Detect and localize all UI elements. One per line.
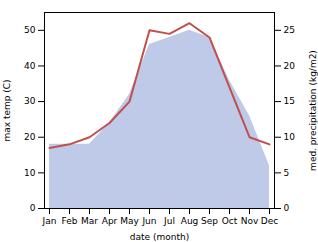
svg-text:40: 40 (24, 61, 36, 71)
svg-text:Aug: Aug (181, 216, 199, 226)
svg-text:Jun: Jun (141, 216, 156, 226)
svg-text:25: 25 (284, 25, 295, 35)
svg-text:20: 20 (284, 61, 296, 71)
svg-text:May: May (120, 216, 139, 226)
svg-text:15: 15 (284, 96, 295, 106)
svg-text:Mar: Mar (81, 216, 98, 226)
svg-text:20: 20 (24, 132, 36, 142)
svg-text:date (month): date (month) (130, 232, 189, 242)
svg-text:Nov: Nov (241, 216, 259, 226)
svg-text:10: 10 (284, 132, 296, 142)
svg-text:10: 10 (24, 168, 36, 178)
svg-text:Jul: Jul (163, 216, 175, 226)
svg-text:Dec: Dec (261, 216, 278, 226)
svg-text:Sep: Sep (201, 216, 218, 226)
svg-text:0: 0 (30, 203, 36, 213)
svg-text:5: 5 (284, 168, 290, 178)
svg-text:50: 50 (24, 25, 36, 35)
svg-text:30: 30 (24, 96, 36, 106)
svg-text:Apr: Apr (102, 216, 118, 226)
svg-text:Oct: Oct (222, 216, 238, 226)
svg-text:max temp (C): max temp (C) (2, 79, 12, 141)
svg-text:0: 0 (284, 203, 290, 213)
svg-text:Jan: Jan (42, 216, 57, 226)
svg-text:med. precipitation (kg/m2): med. precipitation (kg/m2) (308, 50, 318, 171)
svg-text:Feb: Feb (62, 216, 78, 226)
